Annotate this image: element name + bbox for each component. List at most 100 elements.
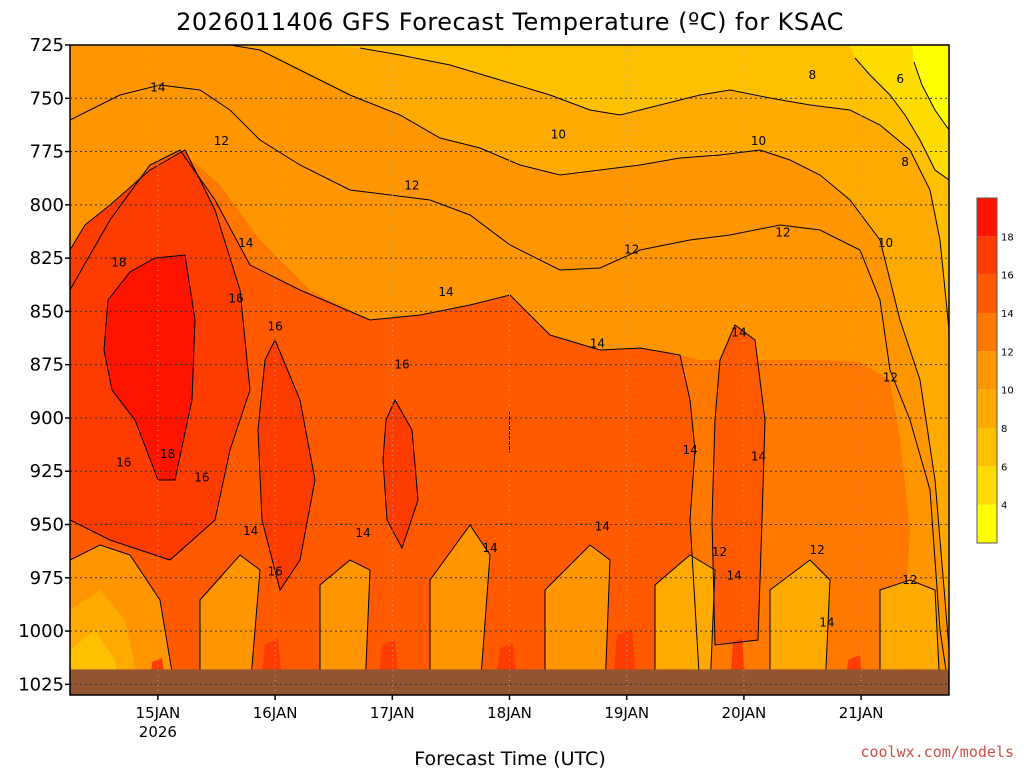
colorbar-tick-label: 16 (1001, 271, 1014, 282)
contour-label: 14 (819, 616, 834, 630)
colorbar-tick-label: 12 (1001, 347, 1014, 358)
contour-label: 8 (808, 68, 816, 82)
contour-label: 16 (194, 471, 209, 485)
contour-line-14-lobe (711, 324, 766, 646)
contour-line-surface-h (879, 579, 941, 691)
contour-line-6 (854, 57, 949, 181)
contour-label: 12 (902, 573, 917, 587)
contour-line-14 (70, 149, 701, 691)
grid-lines (70, 44, 949, 695)
contour-label: 12 (810, 543, 825, 557)
contour-label: 16 (267, 319, 282, 333)
contour-line-surface-c (319, 559, 371, 691)
band-surface-8-10-b (655, 555, 715, 690)
band-temp-2-4 (912, 45, 949, 130)
band-surface-8-10-d (880, 580, 940, 690)
band-surface-10-12-e (545, 545, 610, 690)
band-surface-10-12-c (320, 560, 370, 690)
contour-line-surface-g (769, 559, 831, 691)
contour-line-surface-a (70, 544, 176, 691)
band-surface-8-10-c (770, 560, 830, 690)
contour-label: 14 (751, 449, 766, 463)
contour-label: 14 (243, 524, 258, 538)
plot-area (70, 45, 949, 695)
y-tick-label: 775 (30, 142, 64, 163)
y-tick-label: 875 (30, 355, 64, 376)
contour-label: 12 (883, 370, 898, 384)
contour-label: 12 (712, 545, 727, 559)
x-tick-label: 19JAN (604, 704, 649, 722)
contour-label: 12 (624, 243, 639, 257)
contour-label: 12 (404, 179, 419, 193)
y-tick-label: 825 (30, 248, 64, 269)
colorbar-swatch (977, 428, 997, 467)
contour-line-4 (913, 61, 949, 131)
colorbar-frame (976, 197, 998, 544)
colorbar-tick-label: 18 (1001, 232, 1014, 243)
colorbar-swatch (977, 466, 997, 505)
contour-label: 12 (775, 226, 790, 240)
x-tick-label: 17JAN (370, 704, 415, 722)
y-tick-label: 900 (30, 408, 64, 429)
credit-text: coolwx.com/models (860, 743, 1014, 761)
band-temp-16-18-lobe-2 (383, 400, 418, 548)
band-temp-10-12-upper (70, 45, 949, 690)
band-surface-10-12-b (200, 555, 260, 690)
colorbar-tick-label: 14 (1001, 309, 1014, 320)
x-tick-label: 21JAN (839, 704, 884, 722)
y-tick-label: 1025 (18, 674, 64, 695)
contour-label: 10 (878, 236, 893, 250)
contour-label: 14 (731, 326, 746, 340)
colorbar-swatch (977, 198, 997, 237)
contour-line-16-lobe-1 (257, 338, 316, 592)
colorbar-swatch (977, 351, 997, 390)
contour-label: 14 (238, 236, 253, 250)
x-tick-label: 16JAN (253, 704, 298, 722)
contour-label: 8 (901, 155, 909, 169)
y-tick-label: 950 (30, 515, 64, 536)
contour-label: 14 (683, 443, 698, 457)
y-tick-label: 1000 (18, 621, 64, 642)
contour-label: 14 (438, 285, 453, 299)
contour-labels: 14 12 10 8 10 6 8 12 12 12 10 14 14 14 14 12 18 16 16 16 18 1… (111, 68, 917, 630)
band-temp-16-18-lobe-1 (258, 340, 315, 590)
contour-label: 18 (111, 255, 126, 269)
contour-lines (70, 45, 949, 691)
contour-label: 14 (590, 336, 605, 350)
band-surface-10-12-d (430, 525, 490, 690)
contour-line-surface-e (544, 544, 611, 691)
contour-label: 10 (751, 134, 766, 148)
contour-line-16-lobe-2 (382, 398, 419, 550)
contour-label: 14 (355, 526, 370, 540)
y-tick-label: 750 (30, 88, 64, 109)
contour-label: 16 (228, 292, 243, 306)
contour-line-surface-b (199, 554, 261, 691)
colorbar-tick-label: 6 (1001, 462, 1007, 473)
contour-label: 6 (896, 72, 904, 86)
y-tick-label: 975 (30, 568, 64, 589)
y-tick-label: 925 (30, 461, 64, 482)
colorbar-swatch (977, 236, 997, 275)
x-tick-sublabel: 2026 (139, 723, 177, 741)
below-ground-band (70, 669, 949, 695)
contour-label: 16 (394, 358, 409, 372)
y-tick-label: 850 (30, 301, 64, 322)
colorbar-tick-label: 4 (1001, 501, 1007, 512)
contour-line-12 (70, 84, 949, 691)
contour-line-10 (229, 45, 949, 651)
contour-label: 14 (482, 541, 497, 555)
contour-label: 16 (116, 456, 131, 470)
contour-line-surface-f (654, 554, 716, 691)
x-tick-label: 18JAN (487, 704, 532, 722)
band-temp-14-16-lobe (712, 325, 765, 645)
x-tick-label: 15JAN (136, 704, 181, 722)
x-axis-label: Forecast Time (UTC) (414, 748, 605, 768)
contour-label: 14 (150, 81, 165, 95)
colorbar-tick-label: 10 (1001, 386, 1014, 397)
colorbar: 4 6 8 10 12 14 16 18 (976, 197, 1014, 544)
x-tick-label: 20JAN (722, 704, 767, 722)
y-tick-label: 725 (30, 35, 64, 56)
colorbar-tick-label: 8 (1001, 424, 1007, 435)
contour-line-8 (359, 47, 949, 331)
